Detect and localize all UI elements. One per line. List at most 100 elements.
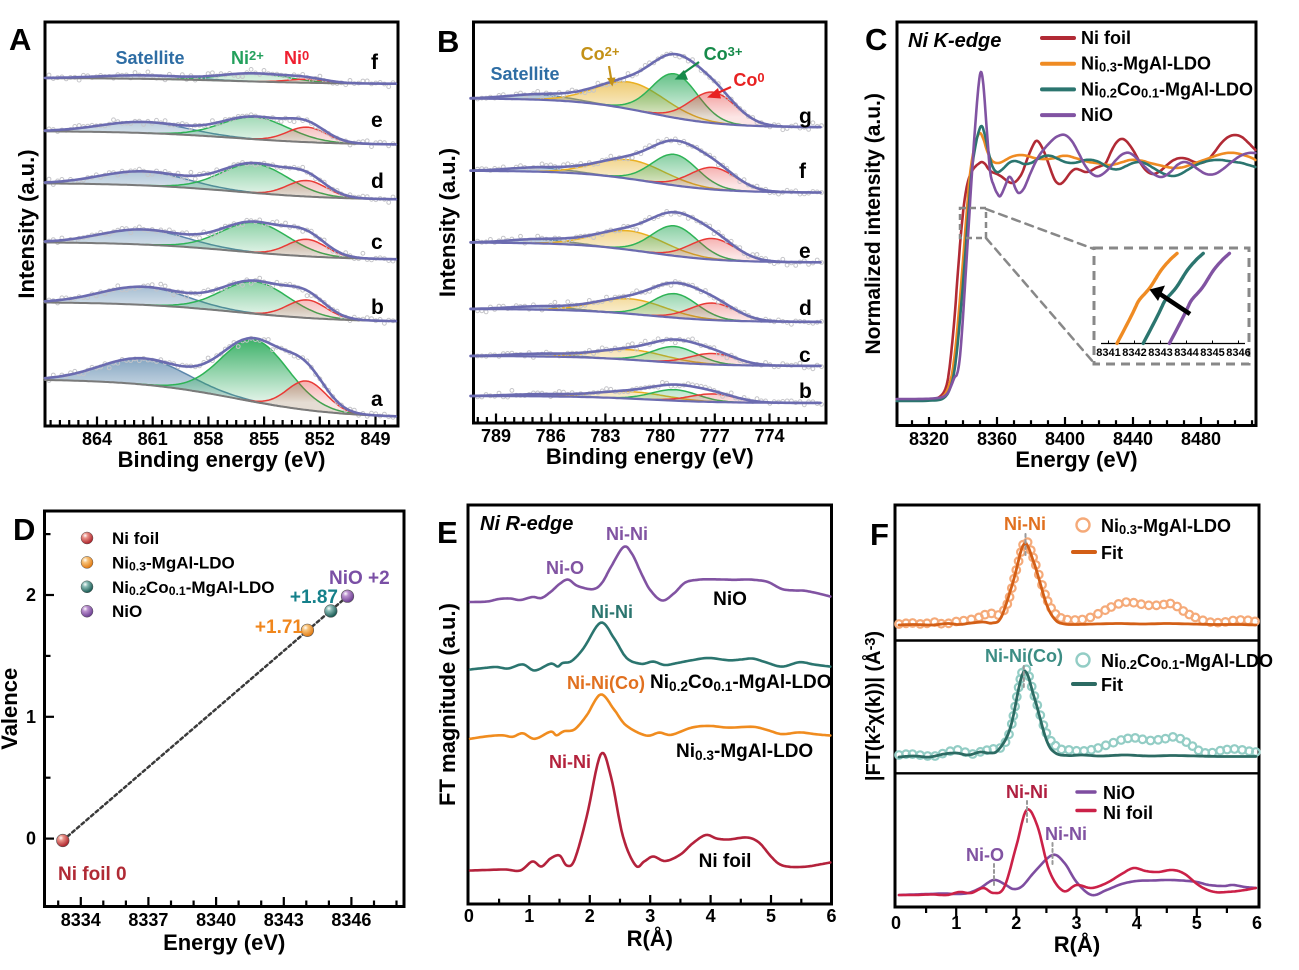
- svg-text:Ni-Ni: Ni-Ni: [1006, 782, 1048, 802]
- svg-text:Energy (eV): Energy (eV): [163, 930, 285, 955]
- svg-text:Ni0.2Co0.1-MgAl-LDO: Ni0.2Co0.1-MgAl-LDO: [112, 578, 274, 598]
- svg-text:864: 864: [82, 429, 112, 449]
- svg-text:6: 6: [1252, 913, 1262, 933]
- svg-text:Ni foil: Ni foil: [1081, 28, 1131, 48]
- svg-text:4: 4: [1132, 913, 1142, 933]
- svg-text:NiO: NiO: [713, 589, 747, 610]
- svg-text:R(Å): R(Å): [627, 925, 673, 951]
- svg-text:Normalized intensity (a.u.): Normalized intensity (a.u.): [862, 93, 885, 354]
- svg-text:8340: 8340: [196, 910, 236, 930]
- svg-text:Fit: Fit: [1101, 675, 1123, 695]
- svg-text:d: d: [371, 170, 384, 193]
- svg-text:f: f: [799, 160, 807, 183]
- svg-text:2: 2: [1011, 913, 1021, 933]
- svg-text:Ni2+: Ni2+: [231, 48, 264, 68]
- svg-text:1: 1: [524, 906, 534, 926]
- svg-text:Ni foil: Ni foil: [1103, 803, 1153, 823]
- svg-text:8400: 8400: [1045, 429, 1085, 449]
- svg-text:8334: 8334: [61, 910, 101, 930]
- svg-text:Ni0.3-MgAl-LDO: Ni0.3-MgAl-LDO: [112, 553, 235, 573]
- svg-text:855: 855: [249, 429, 279, 449]
- svg-text:NiO: NiO: [1081, 105, 1113, 125]
- svg-text:D: D: [13, 512, 35, 547]
- svg-text:FT magnitude (a.u.): FT magnitude (a.u.): [435, 603, 460, 806]
- svg-text:Ni0.2Co0.1-MgAl-LDO: Ni0.2Co0.1-MgAl-LDO: [1081, 79, 1253, 100]
- svg-text:8341: 8341: [1096, 347, 1120, 359]
- svg-text:Satellite: Satellite: [490, 64, 559, 84]
- svg-text:Ni-Ni: Ni-Ni: [1045, 824, 1087, 844]
- svg-text:8320: 8320: [909, 429, 949, 449]
- svg-text:Ni-Ni: Ni-Ni: [606, 524, 648, 544]
- svg-text:Binding energy (eV): Binding energy (eV): [546, 444, 754, 469]
- svg-text:774: 774: [754, 426, 784, 446]
- svg-text:Co0: Co0: [733, 70, 764, 90]
- svg-text:Intensity (a.u.): Intensity (a.u.): [14, 149, 39, 298]
- svg-text:0: 0: [464, 906, 474, 926]
- svg-text:Ni0.3-MgAl-LDO: Ni0.3-MgAl-LDO: [1101, 516, 1231, 537]
- svg-text:4: 4: [706, 906, 716, 926]
- svg-text:Ni0: Ni0: [284, 48, 309, 68]
- svg-text:F: F: [870, 517, 889, 552]
- svg-text:8346: 8346: [1226, 347, 1250, 359]
- svg-text:R(Å): R(Å): [1054, 931, 1100, 957]
- svg-text:|FT(k2χ(k))| (Å-3): |FT(k2χ(k))| (Å-3): [861, 631, 885, 781]
- svg-text:849: 849: [360, 429, 390, 449]
- svg-text:Ni0.2Co0.1-MgAl-LDO: Ni0.2Co0.1-MgAl-LDO: [650, 672, 832, 694]
- svg-text:Co3+: Co3+: [704, 44, 743, 64]
- svg-text:0: 0: [891, 913, 901, 933]
- svg-text:1: 1: [26, 707, 36, 727]
- svg-text:Ni-O: Ni-O: [966, 845, 1004, 865]
- svg-text:NiO: NiO: [1103, 783, 1135, 803]
- svg-text:780: 780: [645, 426, 675, 446]
- svg-text:861: 861: [138, 429, 168, 449]
- svg-text:c: c: [371, 231, 383, 254]
- svg-text:Ni-Ni: Ni-Ni: [1004, 514, 1046, 534]
- svg-text:e: e: [799, 240, 811, 263]
- svg-text:5: 5: [1192, 913, 1202, 933]
- svg-text:b: b: [799, 380, 812, 403]
- svg-text:Ni0.3-MgAl-LDO: Ni0.3-MgAl-LDO: [676, 741, 813, 763]
- svg-text:Ni-Ni(Co): Ni-Ni(Co): [567, 673, 645, 693]
- svg-text:Ni foil: Ni foil: [112, 529, 159, 548]
- svg-text:d: d: [799, 297, 812, 320]
- svg-text:786: 786: [536, 426, 566, 446]
- svg-text:8342: 8342: [1122, 347, 1146, 359]
- svg-text:Ni foil 0: Ni foil 0: [58, 864, 127, 885]
- svg-text:8337: 8337: [128, 910, 168, 930]
- svg-text:8343: 8343: [1148, 347, 1172, 359]
- svg-text:b: b: [371, 296, 384, 319]
- svg-text:B: B: [437, 24, 459, 59]
- svg-text:Ni R-edge: Ni R-edge: [480, 513, 573, 535]
- svg-text:a: a: [371, 388, 383, 411]
- svg-text:C: C: [865, 22, 887, 57]
- svg-text:Valence: Valence: [0, 668, 22, 750]
- svg-text:f: f: [371, 51, 379, 74]
- svg-text:Energy (eV): Energy (eV): [1015, 447, 1137, 472]
- svg-text:Ni0.3-MgAl-LDO: Ni0.3-MgAl-LDO: [1081, 54, 1211, 75]
- svg-text:8344: 8344: [1174, 347, 1199, 359]
- svg-text:Co2+: Co2+: [581, 44, 620, 64]
- svg-text:8343: 8343: [264, 910, 304, 930]
- svg-text:858: 858: [193, 429, 223, 449]
- svg-text:8346: 8346: [331, 910, 371, 930]
- svg-text:Ni-Ni: Ni-Ni: [549, 752, 591, 772]
- svg-text:Ni foil: Ni foil: [699, 851, 752, 872]
- svg-text:777: 777: [700, 426, 730, 446]
- svg-text:3: 3: [1071, 913, 1081, 933]
- svg-text:E: E: [437, 515, 458, 550]
- svg-text:Intensity (a.u.): Intensity (a.u.): [435, 148, 460, 297]
- svg-text:852: 852: [305, 429, 335, 449]
- svg-text:789: 789: [481, 426, 511, 446]
- svg-text:8360: 8360: [977, 429, 1017, 449]
- svg-text:Ni K-edge: Ni K-edge: [908, 30, 1001, 52]
- svg-text:6: 6: [826, 906, 836, 926]
- svg-text:+1.71: +1.71: [255, 617, 304, 638]
- svg-text:Binding energy (eV): Binding energy (eV): [118, 447, 326, 472]
- svg-text:e: e: [371, 109, 383, 132]
- svg-text:3: 3: [645, 906, 655, 926]
- svg-text:+1.87: +1.87: [290, 587, 338, 608]
- svg-text:8440: 8440: [1113, 429, 1153, 449]
- svg-text:1: 1: [951, 913, 961, 933]
- svg-text:NiO +2: NiO +2: [329, 568, 390, 589]
- svg-text:783: 783: [590, 426, 620, 446]
